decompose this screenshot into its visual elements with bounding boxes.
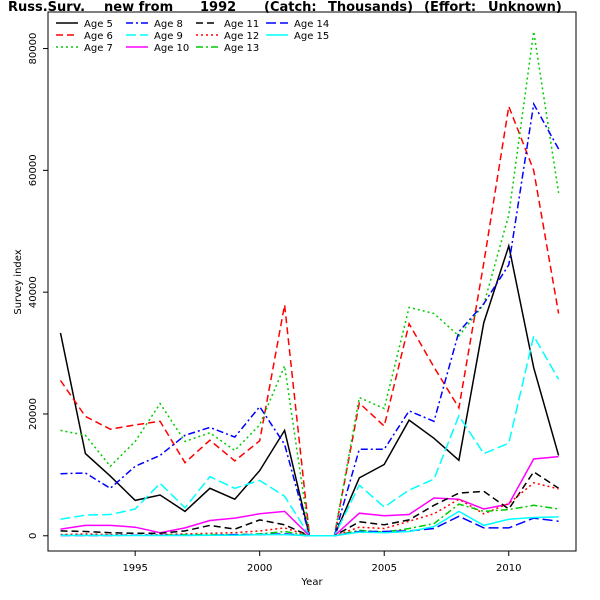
legend-label: Age 8 [154, 19, 183, 30]
legend-label: Age 9 [154, 31, 183, 42]
series-line-age-13 [60, 503, 559, 537]
legend-label: Age 6 [84, 31, 113, 42]
title-part: Thousands) [328, 0, 413, 15]
legend-label: Age 7 [84, 43, 113, 54]
title-part: Unknown) [488, 0, 562, 15]
title-part: (Catch: [264, 0, 317, 15]
series-line-age-14 [60, 515, 559, 537]
legend-label: Age 15 [294, 31, 329, 42]
title-part: 1992 [200, 0, 236, 15]
legend-label: Age 14 [294, 19, 329, 30]
legend-label: Age 11 [224, 19, 259, 30]
y-tick-label: 60000 [28, 154, 39, 186]
y-tick-label: 40000 [28, 276, 39, 308]
legend-label: Age 13 [224, 43, 259, 54]
legend-label: Age 12 [224, 31, 259, 42]
title-part: Russ.Surv. [8, 0, 85, 15]
series-line-age-15 [60, 510, 559, 537]
y-tick-label: 80000 [28, 33, 39, 65]
series-line-age-7 [60, 31, 560, 537]
x-tick-label: 2000 [247, 563, 272, 574]
legend-label: Age 5 [84, 19, 113, 30]
x-axis-label: Year [300, 577, 323, 588]
y-axis-label: Survey index [13, 249, 24, 314]
x-tick-label: 2005 [371, 563, 396, 574]
y-axis: 0 20000 40000 60000 80000 [28, 33, 48, 539]
x-axis: 1995 2000 2005 2010 [122, 551, 521, 574]
chart-title: Russ.Surv. new from 1992 (Catch: Thousan… [8, 0, 562, 15]
x-tick-label: 1995 [122, 563, 147, 574]
y-tick-label: 20000 [28, 398, 39, 430]
x-tick-label: 2010 [496, 563, 521, 574]
plot-area-frame [47, 11, 577, 552]
title-part: (Effort: [424, 0, 476, 15]
series-lines [59, 31, 560, 537]
title-part: new from [104, 0, 173, 15]
y-tick-label: 0 [28, 533, 39, 539]
legend-label: Age 10 [154, 43, 189, 54]
